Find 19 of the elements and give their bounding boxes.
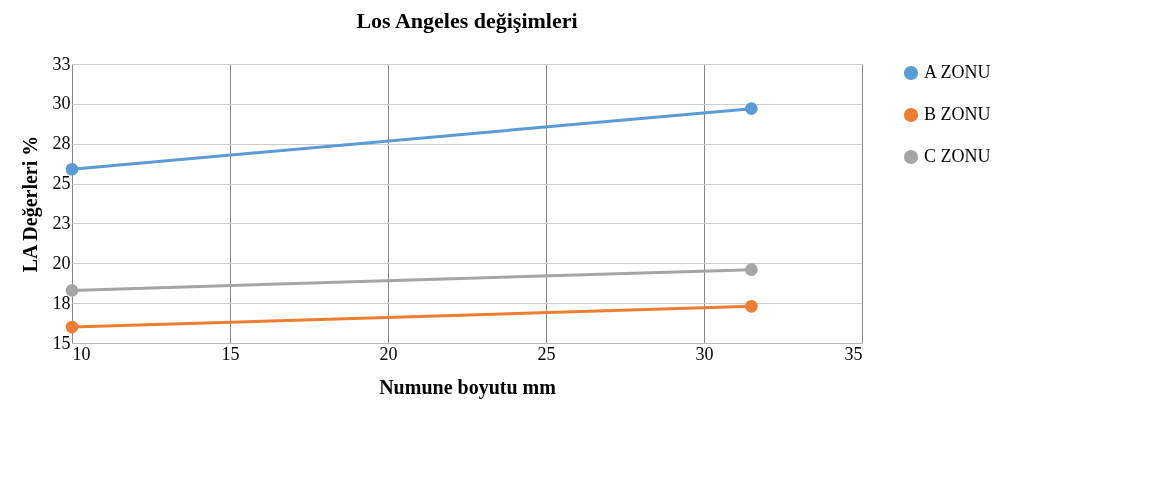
y-tick-label: 23 [52, 212, 71, 233]
x-tick-label: 15 [221, 343, 240, 364]
x-tick-label: 30 [695, 343, 714, 364]
x-tick-label: 35 [844, 343, 863, 364]
x-tick-label: 25 [537, 343, 556, 364]
y-tick-label: 30 [52, 93, 71, 114]
legend-label: A ZONU [924, 62, 991, 82]
legend-label: B ZONU [924, 104, 991, 124]
x-tick-label: 10 [72, 343, 91, 364]
y-tick-label: 18 [52, 292, 71, 313]
y-tick-label: 20 [52, 252, 71, 273]
x-axis-title: Numune boyutu mm [379, 375, 557, 399]
y-tick-label: 25 [52, 173, 71, 194]
y-axis-title: LA Değerleri % [18, 135, 42, 273]
x-tick-label: 20 [379, 343, 398, 364]
y-tick-label: 33 [52, 53, 71, 74]
chart-title: Los Angeles değişimleri [356, 8, 578, 33]
legend-label: C ZONU [924, 146, 991, 166]
y-tick-label: 28 [52, 133, 71, 154]
